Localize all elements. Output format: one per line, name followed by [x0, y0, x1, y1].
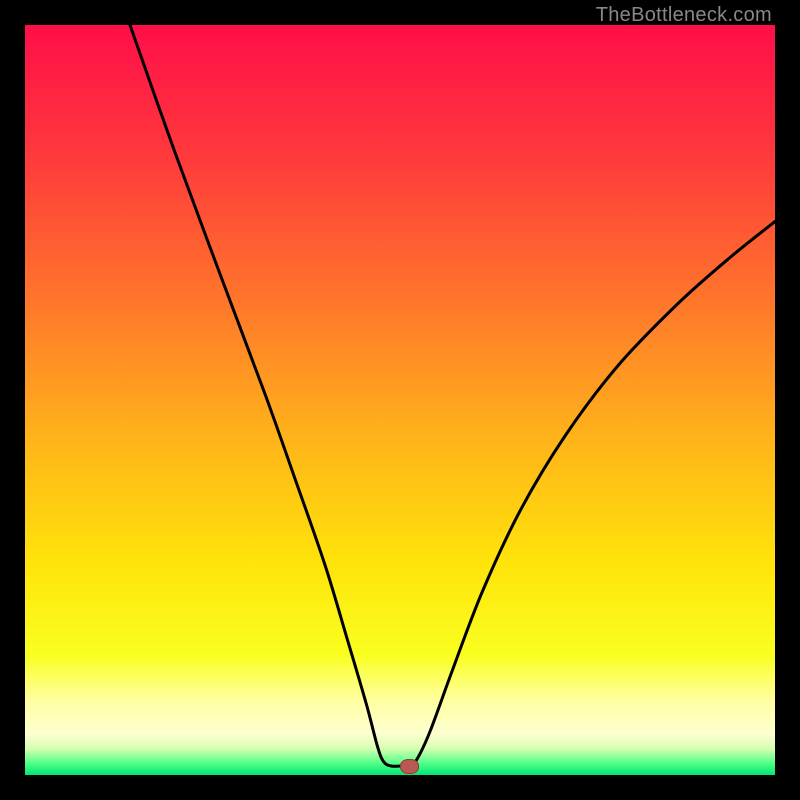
watermark-text: TheBottleneck.com: [596, 4, 772, 27]
gradient-background: [25, 25, 775, 775]
chart-area: [25, 25, 775, 775]
optimum-marker: [400, 759, 419, 774]
